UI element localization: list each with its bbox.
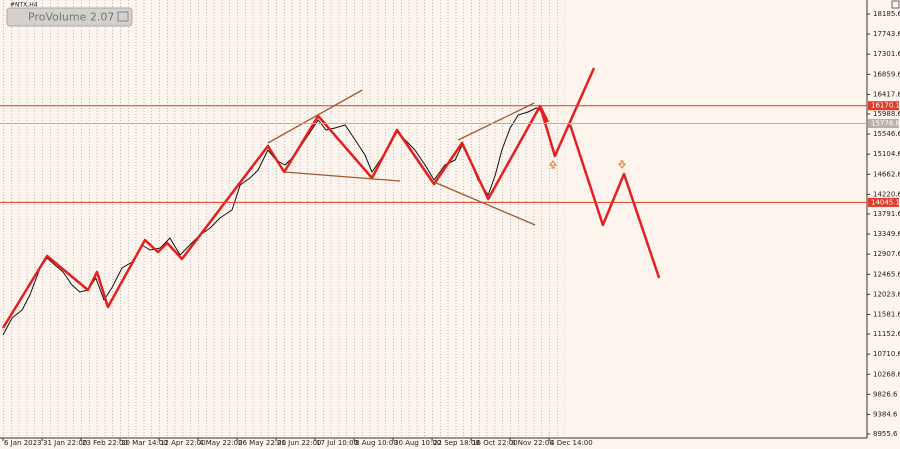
price-line: [1, 104, 550, 329]
y-tick-label: 12023.6: [873, 290, 900, 298]
y-tick-label: 16417.6: [873, 90, 900, 98]
x-tick-label: 12 Apr 22:00: [160, 439, 206, 447]
y-tick-label: 9384.6: [873, 410, 898, 418]
price-line: [433, 181, 536, 226]
y-tick-label: 13349.6: [873, 230, 900, 238]
x-tick-label: 6 Jan 2023: [4, 439, 42, 447]
y-tick-label: 16859.6: [873, 70, 900, 78]
price-line: [2, 107, 547, 336]
x-tick-label: 26 May 22:00: [238, 439, 286, 447]
x-tick-label: 8 Nov 22:00: [511, 439, 554, 447]
y-tick-label: 17301.6: [873, 50, 900, 58]
x-tick-label: 20 Mar 14:00: [121, 439, 168, 447]
y-tick-label: 17743.6: [873, 30, 900, 38]
y-tick-label: 10268.6: [873, 370, 900, 378]
price-line: [267, 89, 363, 144]
down-arrow: [618, 160, 626, 169]
y-tick-label: 13791.6: [873, 210, 900, 218]
price-axis: [867, 0, 900, 449]
y-tick-label: 14220.6: [873, 190, 900, 198]
y-tick-label: 12465.6: [873, 270, 900, 278]
price-line: [457, 102, 535, 141]
y-tick-label: 8955.6: [873, 430, 898, 438]
level-label-box: [868, 119, 899, 129]
symbol-title: #NTX,H4: [10, 2, 38, 9]
y-tick-label: 15546.6: [873, 130, 900, 138]
volume-grid: [3, 0, 565, 438]
y-tick-label: 10710.6: [873, 350, 900, 358]
price-line: [538, 67, 596, 158]
plot: [1, 67, 661, 336]
y-tick-label: 11152.6: [873, 330, 900, 338]
level-label: 14045.1: [871, 198, 900, 206]
x-tick-label: 17 Jul 10:00: [316, 439, 358, 447]
x-tick-label: 16 Oct 22:00: [472, 439, 518, 447]
y-tick-label: 18185.6: [873, 10, 900, 18]
up-arrow: [549, 160, 557, 169]
x-tick-label: 4 Dec 14:00: [550, 439, 593, 447]
level-label-box: [868, 101, 899, 111]
x-tick-label: 21 Jun 22:00: [277, 439, 321, 447]
indicator-icon[interactable]: [117, 11, 129, 22]
x-tick-label: 31 Jan 22:00: [43, 439, 87, 447]
price-line: [569, 124, 661, 279]
y-tick-label: 12907.6: [873, 250, 900, 258]
x-tick-label: 23 Feb 22:00: [82, 439, 128, 447]
y-tick-label: 9826.6: [873, 390, 898, 398]
y-tick-label: 11581.6: [873, 311, 900, 319]
indicator-name: ProVolume 2.07: [28, 11, 114, 24]
indicator-box[interactable]: [6, 7, 133, 27]
x-tick-label: 30 Aug 10:00: [394, 439, 441, 447]
level-label-box: [868, 197, 899, 207]
level-label: 16170.1: [871, 102, 900, 110]
x-tick-label: 8 Aug 10:00: [355, 439, 398, 447]
x-tick-label: 4 May 22:00: [199, 439, 243, 447]
x-tick-label: 22 Sep 18:00: [433, 439, 480, 447]
y-tick-label: 15104.6: [873, 150, 900, 158]
corner-icon: [891, 0, 900, 9]
y-tick-label: 15988.6: [873, 110, 900, 118]
price-line: [284, 171, 401, 182]
level-label: 15778.8: [871, 120, 900, 128]
y-tick-label: 14662.6: [873, 170, 900, 178]
